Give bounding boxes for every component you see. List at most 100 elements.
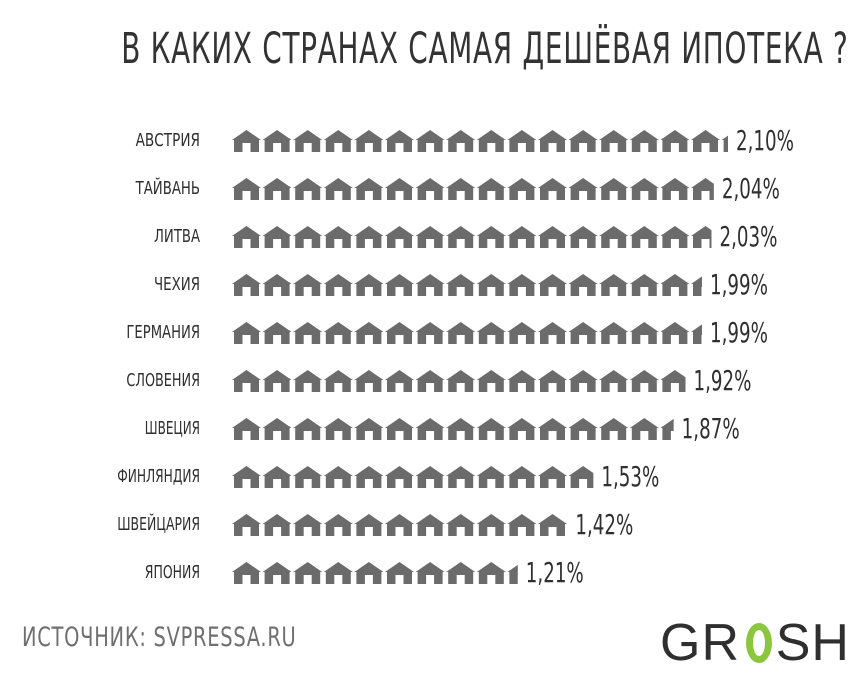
house-icon bbox=[262, 322, 292, 344]
house-icon bbox=[599, 418, 629, 440]
house-icon bbox=[476, 514, 506, 536]
house-icon bbox=[415, 226, 445, 248]
house-icon bbox=[354, 418, 384, 440]
house-row bbox=[232, 418, 674, 440]
house-icon bbox=[446, 466, 476, 488]
house-icon bbox=[507, 130, 537, 152]
house-icon bbox=[232, 514, 261, 536]
chart-title: В КАКИХ СТРАНАХ САМАЯ ДЕШЁВАЯ ИПОТЕКА ? bbox=[121, 24, 849, 74]
house-icon bbox=[721, 135, 728, 152]
value-label: 1,92% bbox=[693, 364, 751, 397]
value-label: 2,03% bbox=[719, 220, 777, 253]
house-icon bbox=[262, 466, 292, 488]
house-icon bbox=[446, 274, 476, 296]
house-row bbox=[232, 514, 567, 536]
house-icon bbox=[476, 130, 506, 152]
house-icon bbox=[507, 274, 537, 296]
category-label: ЛИТВА bbox=[154, 226, 200, 247]
house-icon bbox=[599, 178, 629, 200]
house-icon bbox=[691, 276, 703, 296]
house-icon bbox=[691, 178, 714, 200]
house-icon bbox=[446, 370, 476, 392]
house-icon bbox=[385, 514, 414, 536]
house-icon bbox=[293, 274, 323, 296]
logo-text-left: GR bbox=[660, 614, 740, 672]
house-icon bbox=[629, 322, 659, 344]
house-icon bbox=[232, 418, 261, 440]
value-label: 1,42% bbox=[575, 508, 633, 541]
house-icon bbox=[568, 226, 598, 248]
house-icon bbox=[507, 514, 537, 536]
house-row bbox=[232, 466, 594, 488]
house-icon bbox=[293, 418, 323, 440]
house-row bbox=[232, 370, 686, 392]
house-icon bbox=[446, 178, 476, 200]
house-icon bbox=[323, 370, 353, 392]
house-icon bbox=[262, 274, 292, 296]
house-row bbox=[232, 274, 703, 296]
house-icon bbox=[323, 562, 353, 584]
value-label: 1,99% bbox=[710, 316, 768, 349]
value-label: 1,53% bbox=[601, 460, 659, 493]
house-icon bbox=[415, 418, 445, 440]
house-icon bbox=[538, 418, 567, 440]
house-icon bbox=[354, 562, 384, 584]
house-icon bbox=[293, 322, 323, 344]
house-icon bbox=[385, 370, 414, 392]
house-icon bbox=[476, 178, 506, 200]
category-label: ФИНЛЯНДИЯ bbox=[117, 466, 200, 487]
house-icon bbox=[323, 514, 353, 536]
house-icon bbox=[660, 226, 690, 248]
house-icon bbox=[323, 130, 353, 152]
house-icon bbox=[262, 178, 292, 200]
house-icon bbox=[293, 130, 323, 152]
house-icon bbox=[629, 130, 659, 152]
house-icon bbox=[568, 178, 598, 200]
house-icon bbox=[354, 226, 384, 248]
house-icon bbox=[599, 130, 629, 152]
house-icon bbox=[262, 130, 292, 152]
house-icon bbox=[262, 370, 292, 392]
house-icon bbox=[660, 418, 674, 440]
house-icon bbox=[354, 514, 384, 536]
house-icon bbox=[385, 274, 414, 296]
house-icon bbox=[538, 274, 567, 296]
house-icon bbox=[599, 274, 629, 296]
house-icon bbox=[323, 322, 353, 344]
house-icon bbox=[538, 514, 567, 536]
house-icon bbox=[232, 274, 261, 296]
house-icon bbox=[660, 130, 690, 152]
house-icon bbox=[568, 274, 598, 296]
house-icon bbox=[232, 226, 261, 248]
value-label: 1,99% bbox=[710, 268, 768, 301]
house-icon bbox=[415, 514, 445, 536]
house-icon bbox=[354, 274, 384, 296]
house-icon bbox=[568, 418, 598, 440]
value-label: 2,10% bbox=[736, 124, 794, 157]
house-icon bbox=[415, 178, 445, 200]
pictogram-chart: АВСТРИЯ 2,10% ТАЙВАНЬ 2,04% ЛИТВА 2,03% ЧЕХИЯ 1… bbox=[117, 124, 794, 589]
house-icon bbox=[629, 178, 659, 200]
house-icon bbox=[293, 226, 323, 248]
house-icon bbox=[262, 226, 292, 248]
house-icon bbox=[568, 130, 598, 152]
house-icon bbox=[232, 130, 261, 152]
house-icon bbox=[691, 226, 712, 248]
house-icon bbox=[568, 370, 598, 392]
house-icon bbox=[476, 322, 506, 344]
house-icon bbox=[262, 562, 292, 584]
house-icon bbox=[691, 130, 720, 152]
house-icon bbox=[507, 178, 537, 200]
logo-text-right: SH bbox=[775, 614, 850, 672]
house-icon bbox=[476, 562, 506, 584]
house-icon bbox=[232, 370, 261, 392]
house-icon bbox=[629, 370, 659, 392]
house-icon bbox=[538, 226, 567, 248]
house-icon bbox=[507, 370, 537, 392]
house-icon bbox=[660, 322, 690, 344]
house-row bbox=[232, 178, 714, 200]
house-icon bbox=[293, 178, 323, 200]
house-icon bbox=[354, 130, 384, 152]
house-icon bbox=[629, 418, 659, 440]
value-label: 1,87% bbox=[682, 412, 740, 445]
